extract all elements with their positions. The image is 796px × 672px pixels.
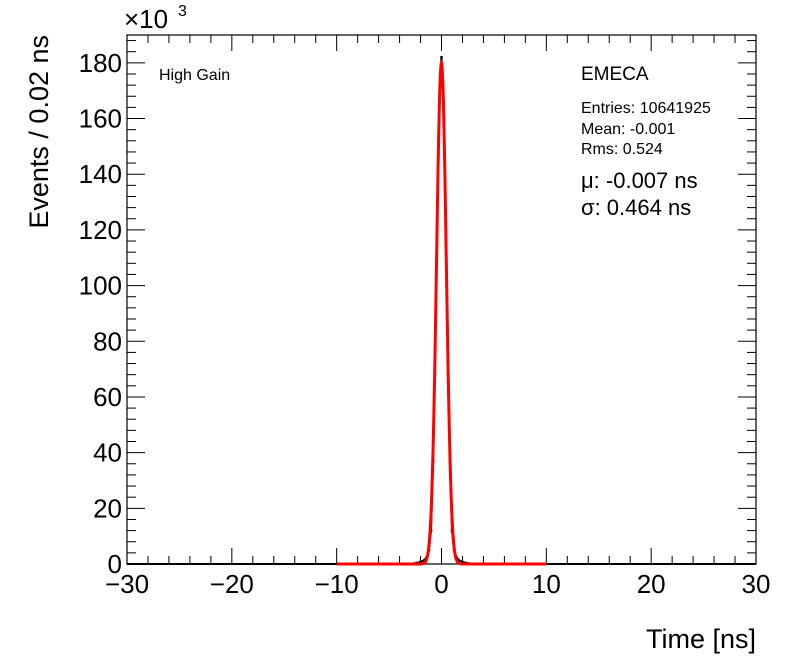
fit-sigma: σ: 0.464 ns (581, 195, 691, 220)
y-multiplier: ×10 (124, 4, 168, 34)
y-axis-label: Events / 0.02 ns (24, 35, 54, 229)
fit-curve (336, 59, 547, 566)
x-tick-labels: −30 −20 −10 0 10 20 30 (105, 569, 771, 599)
axis-ticks (126, 35, 757, 565)
detector-label: EMECA (581, 64, 649, 85)
x-tick-label: −10 (315, 569, 359, 599)
x-tick-label: 30 (742, 569, 771, 599)
y-tick-label: 100 (79, 271, 122, 301)
y-tick-label: 0 (108, 549, 122, 579)
gain-label: High Gain (159, 67, 230, 84)
entries-stat: Entries: 10641925 (581, 100, 711, 117)
x-axis-label: Time [ns] (646, 624, 756, 654)
y-tick-label: 20 (93, 493, 122, 523)
y-tick-label: 60 (93, 382, 122, 412)
y-multiplier-exponent: 3 (178, 3, 187, 20)
y-tick-labels: 0 20 40 60 80 100 120 140 160 180 (79, 48, 122, 579)
y-tick-label: 40 (93, 438, 122, 468)
x-tick-label: −20 (210, 569, 254, 599)
rms-stat: Rms: 0.524 (581, 141, 663, 158)
y-tick-label: 180 (79, 48, 122, 78)
histogram-point (440, 55, 443, 59)
y-tick-label: 140 (79, 159, 122, 189)
x-tick-label: 20 (637, 569, 666, 599)
x-tick-label: 0 (434, 569, 448, 599)
fit-mu: μ: -0.007 ns (581, 168, 698, 193)
y-tick-label: 80 (93, 326, 122, 356)
mean-stat: Mean: -0.001 (581, 121, 675, 138)
x-tick-label: 10 (532, 569, 561, 599)
y-tick-label: 160 (79, 104, 122, 134)
gaussian-fit-series (336, 59, 547, 566)
y-tick-label: 120 (79, 215, 122, 245)
x-tick-label: −30 (105, 569, 149, 599)
